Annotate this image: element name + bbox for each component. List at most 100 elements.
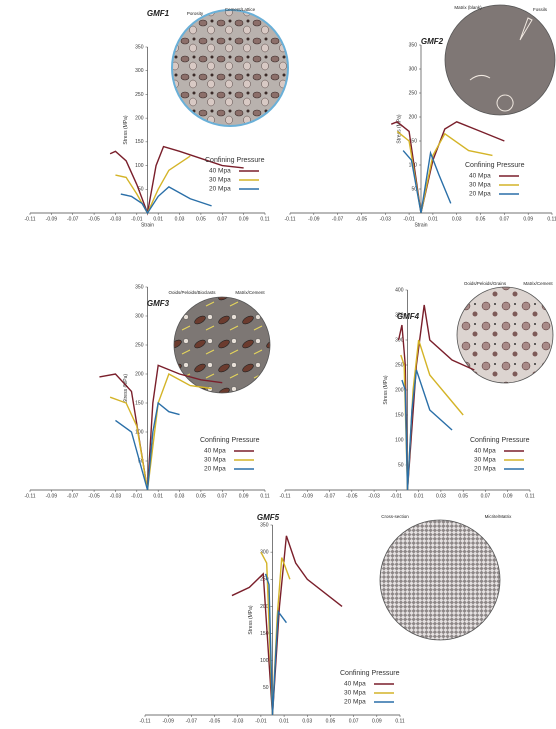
- x-tick-label: 0.11: [260, 216, 270, 222]
- chart-title: GMF1: [147, 9, 170, 18]
- inset-label: Ooids/Peloids/Bioclasts: [168, 290, 216, 295]
- legend-title: Confining Pressure: [200, 437, 260, 444]
- x-tick-label: -0.11: [284, 216, 295, 222]
- legend-label: 20 Mpa: [204, 466, 226, 473]
- inset-micrograph: [173, 296, 271, 394]
- y-tick-label: 200: [135, 371, 144, 377]
- x-tick-label: 0.05: [196, 493, 206, 499]
- inset-label: Fossils: [533, 7, 548, 12]
- y-tick-label: 50: [398, 462, 404, 468]
- x-tick-label: -0.09: [308, 216, 320, 222]
- legend-label: 30 Mpa: [474, 457, 496, 464]
- y-tick-label: 300: [409, 66, 418, 72]
- y-axis-label: Stress (MPa): [248, 605, 254, 635]
- y-tick-label: 300: [260, 549, 269, 555]
- chart-title: GMF2: [421, 37, 444, 46]
- y-axis-label: Stress (MPa): [383, 375, 389, 405]
- x-tick-label: -0.07: [332, 216, 344, 222]
- y-tick-label: 150: [135, 400, 144, 406]
- y-tick-label: 50: [263, 685, 269, 691]
- y-tick-label: 350: [135, 284, 144, 290]
- x-tick-label: 0.07: [499, 216, 509, 222]
- x-tick-label: 0.11: [260, 493, 270, 499]
- legend-title: Confining Pressure: [465, 162, 525, 169]
- y-tick-label: 200: [135, 115, 144, 121]
- y-tick-label: 250: [135, 342, 144, 348]
- legend-label: 20 Mpa: [209, 186, 231, 193]
- x-tick-label: -0.11: [139, 718, 150, 724]
- x-tick-label: 0.05: [476, 216, 486, 222]
- x-tick-label: -0.07: [67, 493, 79, 499]
- y-tick-label: 250: [395, 362, 404, 368]
- legend-label: 30 Mpa: [344, 690, 366, 697]
- y-tick-label: 250: [135, 92, 144, 98]
- legend-label: 40 Mpa: [344, 681, 366, 688]
- stress-strain-curve: [264, 573, 287, 716]
- y-tick-label: 350: [409, 42, 418, 48]
- x-tick-label: -0.09: [162, 718, 174, 724]
- inset-label: Cross-section: [381, 514, 409, 519]
- x-tick-label: 0.01: [153, 216, 163, 222]
- x-tick-label: -0.09: [302, 493, 314, 499]
- y-tick-label: 250: [409, 90, 418, 96]
- x-tick-label: 0.11: [547, 216, 556, 222]
- stress-strain-curve: [402, 150, 452, 214]
- x-tick-label: 0.03: [175, 493, 185, 499]
- inset-label: Porosity: [187, 11, 204, 16]
- inset-fossil: [469, 17, 533, 112]
- stress-strain-curve: [396, 130, 493, 214]
- legend-label: 30 Mpa: [209, 177, 231, 184]
- legend-label: 20 Mpa: [469, 191, 491, 198]
- x-tick-label: -0.09: [46, 216, 58, 222]
- stress-strain-curve: [400, 339, 464, 491]
- x-tick-label: 0.05: [196, 216, 206, 222]
- legend-label: 40 Mpa: [209, 168, 231, 175]
- x-axis-label: Strain: [141, 222, 154, 228]
- x-tick-label: 0.03: [175, 216, 185, 222]
- y-tick-label: 100: [260, 658, 269, 664]
- legend-title: Confining Pressure: [340, 670, 400, 677]
- inset-label: Matrix/Cement: [235, 290, 265, 295]
- stress-strain-curve: [401, 369, 453, 491]
- y-tick-label: 50: [138, 187, 144, 193]
- legend-label: 40 Mpa: [469, 173, 491, 180]
- x-tick-label: -0.11: [279, 493, 290, 499]
- x-tick-label: -0.01: [131, 493, 143, 499]
- x-tick-label: -0.01: [255, 718, 267, 724]
- x-tick-label: 0.09: [523, 216, 533, 222]
- y-tick-label: 150: [135, 139, 144, 145]
- inset-label: Matrix/Cement: [523, 281, 553, 286]
- inset-label: Matrix (blank): [454, 5, 482, 10]
- x-tick-label: 0.01: [414, 493, 424, 499]
- x-tick-label: 0.09: [372, 718, 382, 724]
- chart-title: GMF5: [257, 513, 280, 522]
- x-tick-label: -0.01: [391, 493, 403, 499]
- y-tick-label: 200: [409, 114, 418, 120]
- y-axis-label: Stress (MPa): [123, 374, 129, 404]
- x-tick-label: 0.05: [326, 718, 336, 724]
- x-tick-label: -0.01: [403, 216, 415, 222]
- legend-label: 40 Mpa: [204, 448, 226, 455]
- x-tick-label: 0.05: [458, 493, 468, 499]
- x-tick-label: -0.05: [346, 493, 358, 499]
- y-tick-label: 100: [395, 437, 404, 443]
- x-tick-label: 0.11: [395, 718, 405, 724]
- x-tick-label: 0.03: [452, 216, 462, 222]
- y-axis-label: Stress (MPa): [396, 114, 402, 144]
- legend-label: 30 Mpa: [204, 457, 226, 464]
- y-tick-label: 400: [395, 287, 404, 293]
- y-tick-label: 250: [260, 577, 269, 583]
- y-tick-label: 100: [135, 163, 144, 169]
- y-tick-label: 350: [260, 522, 269, 528]
- y-tick-label: 300: [395, 337, 404, 343]
- legend-label: 30 Mpa: [469, 182, 491, 189]
- x-tick-label: -0.07: [67, 216, 79, 222]
- inset-micrograph: [456, 286, 554, 384]
- inset-label: Micrite/Matrix: [485, 514, 512, 519]
- y-tick-label: 150: [260, 631, 269, 637]
- y-tick-label: 200: [395, 387, 404, 393]
- insets: [171, 4, 556, 641]
- x-tick-label: 0.01: [428, 216, 438, 222]
- x-tick-label: -0.03: [368, 493, 380, 499]
- stress-strain-curve: [231, 535, 343, 716]
